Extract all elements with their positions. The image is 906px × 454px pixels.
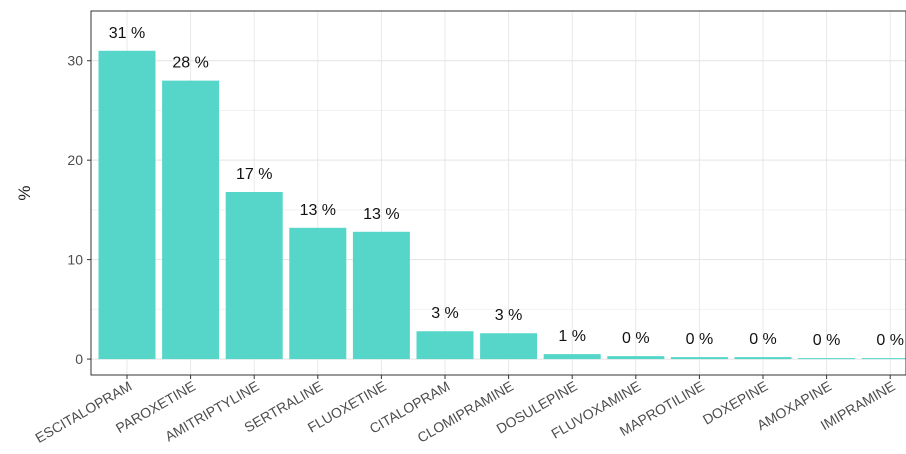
bar (289, 227, 347, 360)
bar (480, 333, 538, 360)
bar (607, 356, 665, 360)
major-gridlines (91, 11, 906, 375)
plot-panel-border (90, 10, 906, 376)
bar (162, 80, 220, 360)
data-label: 31 % (109, 25, 145, 42)
bar (798, 358, 856, 360)
y-tick-label: 30 (67, 53, 83, 69)
data-label: 17 % (236, 166, 272, 183)
data-label: 3 % (495, 307, 523, 324)
data-label: 0 % (622, 330, 650, 347)
y-axis-label: % (15, 185, 34, 200)
data-label: 13 % (363, 206, 399, 223)
bars (98, 50, 906, 360)
bar (225, 192, 283, 360)
data-label: 28 % (172, 55, 208, 72)
bar (670, 357, 728, 360)
bar (352, 231, 410, 360)
data-label: 13 % (300, 202, 336, 219)
bar (543, 354, 601, 360)
bar (861, 358, 906, 360)
bar (98, 50, 156, 360)
y-tick-label: 10 (67, 252, 83, 268)
data-label: 0 % (876, 332, 904, 349)
data-label: 0 % (813, 332, 841, 349)
data-label: 3 % (431, 305, 459, 322)
bar (734, 357, 792, 360)
data-label: 0 % (749, 331, 777, 348)
x-axis: ESCITALOPRAMPAROXETINEAMITRIPTYLINESERTR… (32, 375, 898, 446)
data-label: 1 % (558, 328, 586, 345)
bar (416, 331, 474, 360)
data-label: 0 % (686, 331, 714, 348)
y-axis: 0 10 20 30 (67, 53, 91, 367)
x-tick-label: ESCITALOPRAM (32, 378, 134, 446)
y-tick-label: 20 (67, 152, 83, 168)
y-tick-label: 0 (75, 351, 83, 367)
data-labels: 31 % 28 % 17 % 13 % 13 % 3 % 3 % 1 % 0 % 0 % 0 % 0 … (109, 25, 904, 349)
